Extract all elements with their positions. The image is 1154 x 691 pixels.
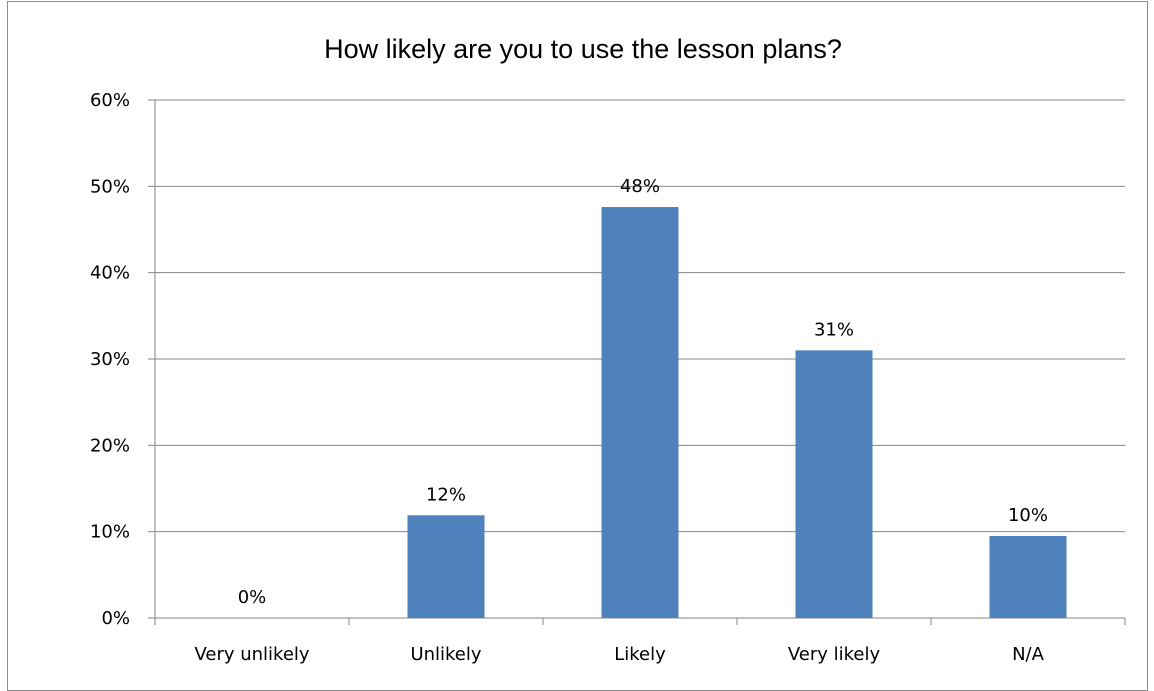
y-tick-label: 50% (90, 176, 130, 197)
bar (601, 207, 679, 618)
bar (407, 515, 485, 618)
data-label: 48% (620, 176, 660, 197)
x-category-label: N/A (1012, 644, 1045, 665)
y-tick-label: 0% (101, 608, 130, 629)
chart-frame (7, 1, 1148, 691)
bar (989, 535, 1067, 618)
x-category-label: Very likely (788, 644, 881, 665)
data-label: 12% (426, 484, 466, 505)
y-tick-label: 60% (90, 90, 130, 111)
bar (795, 350, 873, 618)
labels: 0% 10% 20% 30% 40% 50% 60% 0% Very unlikely 12% Un… (90, 90, 1048, 665)
bars (407, 207, 1067, 618)
x-category-label: Likely (614, 644, 666, 665)
y-tick-label: 10% (90, 522, 130, 543)
y-tick-label: 20% (90, 435, 130, 456)
chart-title: How likely are you to use the lesson pla… (324, 34, 842, 64)
data-label: 10% (1008, 505, 1048, 526)
x-category-label: Unlikely (410, 644, 481, 665)
y-tick-label: 40% (90, 263, 130, 284)
data-label: 0% (238, 587, 267, 608)
y-tick-label: 30% (90, 349, 130, 370)
gridlines (155, 99, 1125, 533)
x-category-label: Very unlikely (194, 644, 309, 665)
data-label: 31% (814, 319, 854, 340)
